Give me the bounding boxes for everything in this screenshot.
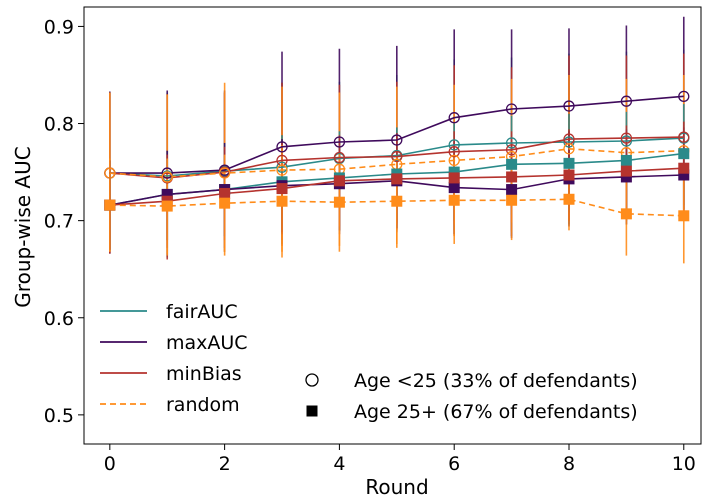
point-maxauc-under25-4	[333, 136, 346, 148]
series-line-fairauc-under25	[109, 137, 684, 177]
point-fairauc-over25-10	[678, 148, 690, 160]
x-tick-label-8: 8	[563, 453, 575, 475]
point-minbias-under25-7	[505, 144, 518, 156]
point-random-over25-9	[620, 208, 632, 220]
point-maxauc-over25-1	[161, 188, 173, 200]
point-minbias-over25-10	[678, 162, 690, 174]
legend-label-random: random	[166, 394, 240, 416]
point-random-under25-0	[104, 167, 116, 179]
point-random-over25-10	[678, 210, 690, 222]
point-minbias-over25-6	[448, 172, 460, 184]
series-line-random-under25	[109, 147, 684, 178]
point-random-over25-8	[563, 193, 575, 205]
x-tick-label-10: 10	[672, 453, 696, 475]
point-maxauc-under25-9	[620, 95, 633, 107]
point-fairauc-over25-9	[620, 154, 632, 166]
point-fairauc-over25-6	[448, 166, 460, 178]
x-tick-label-0: 0	[104, 453, 116, 475]
point-fairauc-under25-8	[563, 136, 575, 148]
point-maxauc-under25-10	[678, 90, 690, 102]
y-tick-label-0.8: 0.8	[44, 114, 74, 136]
plot-frame	[83, 6, 702, 445]
legend-marker-circle	[305, 373, 319, 387]
legend-label-group-1: Age 25+ (67% of defendants)	[354, 401, 638, 423]
x-tick-label-6: 6	[448, 453, 460, 475]
point-minbias-over25-5	[391, 173, 403, 185]
legend: fairAUC maxAUC minBias random Age <25 (33% o…	[100, 301, 638, 423]
point-maxauc-over25-10	[678, 169, 690, 181]
point-maxauc-over25-6	[448, 182, 460, 194]
series-line-random-over25	[109, 198, 684, 217]
legend-label-fairauc: fairAUC	[166, 301, 238, 323]
point-random-over25-0	[104, 199, 116, 211]
y-tick-label-0.5: 0.5	[44, 405, 74, 427]
point-maxauc-over25-9	[620, 171, 632, 183]
point-minbias-over25-9	[620, 165, 632, 177]
point-fairauc-over25-8	[563, 157, 575, 169]
series-line-maxauc-under25	[109, 95, 684, 174]
x-axis-ticks: 0 2 4 6 8 10	[104, 444, 696, 475]
y-tick-label-0.9: 0.9	[44, 16, 74, 38]
x-axis-label: Round	[365, 475, 428, 496]
point-random-under25-3	[276, 164, 288, 176]
point-maxauc-under25-6	[448, 112, 460, 124]
point-random-over25-2	[219, 197, 231, 209]
point-random-under25-6	[448, 154, 460, 167]
y-axis-ticks: 0.5 0.6 0.7 0.8 0.9	[44, 16, 84, 427]
point-minbias-over25-3	[276, 183, 288, 195]
point-random-over25-6	[448, 194, 460, 206]
point-maxauc-under25-3	[276, 141, 288, 153]
point-random-over25-1	[161, 200, 173, 212]
point-fairauc-under25-7	[505, 137, 518, 149]
point-minbias-under25-10	[678, 131, 690, 143]
y-tick-label-0.6: 0.6	[44, 308, 74, 330]
point-minbias-over25-8	[563, 169, 575, 181]
point-minbias-over25-2	[219, 187, 231, 199]
point-minbias-under25-6	[448, 146, 460, 158]
point-minbias-under25-4	[333, 151, 346, 164]
point-minbias-over25-7	[506, 171, 518, 183]
point-random-over25-5	[391, 195, 403, 207]
point-maxauc-over25-7	[506, 184, 518, 196]
y-axis-label: Group-wise AUC	[11, 146, 35, 307]
x-tick-label-4: 4	[333, 453, 345, 475]
legend-label-minbias: minBias	[166, 363, 242, 385]
point-random-over25-3	[276, 195, 288, 207]
legend-label-group-0: Age <25 (33% of defendants)	[354, 370, 638, 392]
point-random-under25-1	[161, 171, 173, 183]
point-fairauc-over25-7	[506, 158, 518, 170]
point-random-under25-8	[563, 143, 575, 155]
series-markers	[104, 90, 690, 222]
point-minbias-under25-5	[391, 150, 403, 163]
point-fairauc-under25-9	[620, 135, 633, 147]
point-fairauc-under25-3	[276, 161, 288, 173]
point-maxauc-under25-8	[563, 100, 575, 112]
point-fairauc-under25-6	[448, 139, 460, 151]
point-maxauc-under25-5	[391, 134, 403, 146]
point-maxauc-under25-1	[161, 167, 173, 179]
point-maxauc-under25-7	[505, 103, 518, 115]
y-tick-label-0.7: 0.7	[44, 211, 74, 233]
x-tick-label-2: 2	[219, 453, 231, 475]
point-random-over25-4	[333, 196, 345, 208]
legend-marker-square	[306, 405, 318, 417]
point-minbias-under25-9	[620, 132, 633, 144]
point-random-over25-7	[506, 194, 518, 206]
legend-label-maxauc: maxAUC	[166, 332, 248, 354]
point-minbias-over25-4	[333, 175, 345, 187]
point-random-under25-2	[218, 167, 231, 179]
